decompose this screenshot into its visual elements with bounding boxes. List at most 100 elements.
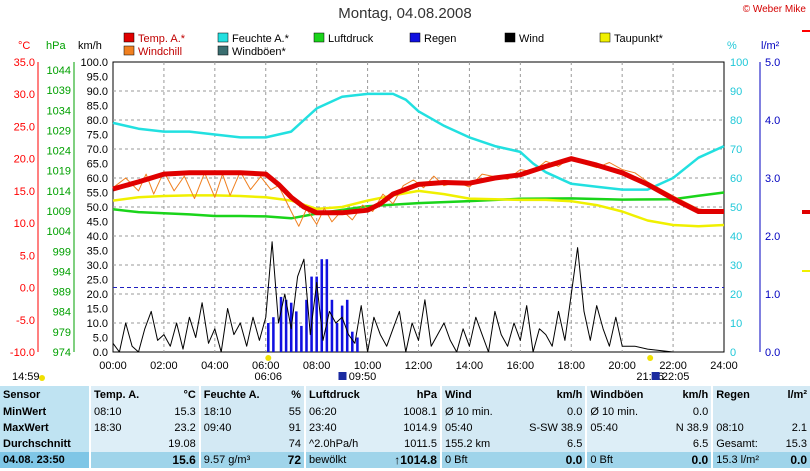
y-tick-pressure: 1039	[47, 85, 71, 97]
x-tick-label: 10:00	[354, 360, 382, 372]
legend-swatch-dewpoint	[599, 32, 611, 43]
rain-bar	[340, 305, 344, 352]
legend-swatch-rain	[409, 32, 421, 43]
y-tick-wind: 20.0	[87, 289, 108, 301]
legend-label-rain: Regen	[424, 33, 456, 45]
legend-label-dewpoint: Taupunkt*	[614, 33, 664, 45]
stats-cell	[585, 436, 663, 452]
weather-chart: Temp. A.* Feuchte A.* Luftdruck Regen Wind Ta…	[10, 30, 810, 383]
stats-cell: 08:10	[711, 420, 776, 436]
stats-cell: 23.2	[156, 420, 200, 436]
y-tick-wind: 55.0	[87, 188, 108, 200]
rain-bar	[335, 323, 339, 352]
rain-bar	[300, 325, 303, 352]
marker-sun-left	[39, 375, 45, 381]
rain-bar	[295, 311, 298, 352]
y-tick-rain: 5.0	[765, 57, 780, 69]
stats-cell: 0.0	[510, 452, 587, 468]
rain-bar	[310, 276, 313, 352]
stats-cell: 91	[279, 420, 306, 436]
y-tick-pressure: 989	[53, 287, 71, 299]
stats-header-pressure: Luftdruck	[304, 386, 379, 404]
stats-cell: 1008.1	[378, 404, 441, 420]
rain-bar	[315, 276, 318, 352]
legend-swatch-gust	[217, 45, 229, 56]
y-tick-wind: 60.0	[87, 173, 108, 185]
stats-cell: 0.0	[662, 452, 713, 468]
stats-cell: 1014.9	[378, 420, 441, 436]
y-tick-pressure: 1024	[47, 146, 71, 158]
stats-cell: 0 Bft	[439, 452, 511, 468]
y-tick-humidity: 90	[730, 86, 742, 98]
y-tick-rain: 1.0	[765, 289, 780, 301]
stats-cell: 05:40	[439, 420, 511, 436]
y-tick-wind: 85.0	[87, 101, 108, 113]
stats-cell: 0.0	[510, 404, 587, 420]
y-tick-temp: -10.0	[10, 347, 35, 359]
stats-cell: 9.57 g/m³	[198, 452, 280, 468]
y-tick-humidity: 60	[730, 173, 742, 185]
stats-cell: 18:30	[88, 420, 157, 436]
y-tick-humidity: 0	[730, 347, 736, 359]
x-tick-label: 00:00	[99, 360, 127, 372]
rain-bar	[267, 323, 270, 352]
rain-bar	[272, 317, 275, 352]
legend-swatch-pressure	[313, 32, 325, 43]
stats-cell: 15.3	[156, 404, 200, 420]
marker-sunset: 21:06	[636, 371, 664, 383]
stats-header-rain-unit: l/m²	[775, 386, 810, 404]
stats-cell: Ø 10 min.	[439, 404, 511, 420]
stats-cell: 15.3 l/m²	[711, 452, 776, 468]
y-tick-wind: 45.0	[87, 217, 108, 229]
stats-cell: 23:40	[304, 420, 379, 436]
stats-cell: 6.5	[662, 436, 713, 452]
stats-header-gust: Windböen	[585, 386, 663, 404]
stats-header-temp-unit: °C	[156, 386, 200, 404]
y-tick-pressure: 994	[53, 266, 71, 278]
axis-unit-temp: °C	[18, 40, 30, 52]
y-tick-humidity: 40	[730, 231, 742, 243]
y-tick-wind: 25.0	[87, 275, 108, 287]
stats-cell: 155.2 km	[439, 436, 511, 452]
stats-cell	[88, 452, 157, 468]
stats-cell: 1011.5	[378, 436, 441, 452]
y-tick-pressure: 999	[53, 246, 71, 258]
y-tick-rain: 3.0	[765, 173, 780, 185]
stats-cell: 19.08	[156, 436, 200, 452]
y-tick-temp: 30.0	[14, 89, 35, 101]
stats-header-wind-unit: km/h	[510, 386, 587, 404]
y-tick-humidity: 20	[730, 289, 742, 301]
y-tick-temp: 10.0	[14, 218, 35, 230]
y-tick-pressure: 1034	[47, 105, 71, 117]
stats-cell: N 38.9	[662, 420, 713, 436]
stats-cell: 15.3	[775, 436, 810, 452]
marker-sunrise-dot	[265, 355, 272, 361]
stats-cell: ^2.0hPa/h	[304, 436, 379, 452]
stats-header-pressure-unit: hPa	[378, 386, 441, 404]
legend-label-wind: Wind	[519, 33, 544, 45]
y-tick-temp: 25.0	[14, 121, 35, 133]
x-tick-label: 12:00	[405, 360, 433, 372]
y-tick-wind: 90.0	[87, 86, 108, 98]
series-line-wind	[112, 241, 724, 353]
rain-bar	[305, 299, 308, 352]
y-tick-pressure: 984	[53, 307, 71, 319]
stats-header-gust-unit: km/h	[662, 386, 713, 404]
rain-bar	[345, 299, 349, 352]
stats-cell	[775, 404, 810, 420]
y-tick-rain: 4.0	[765, 115, 780, 127]
legend-label-pressure: Luftdruck	[328, 33, 374, 45]
legend-swatch-wind	[504, 32, 516, 43]
axis-unit-pressure: hPa	[46, 40, 66, 52]
stats-table: Sensor Temp. A. °C Feuchte A. % Luftdruc…	[0, 386, 810, 471]
y-tick-rain: 2.0	[765, 231, 780, 243]
axis-unit-rain: l/m²	[761, 40, 780, 52]
y-tick-pressure: 1004	[47, 226, 71, 238]
marker-moonrise: 09:50	[349, 371, 377, 383]
x-tick-label: 04:00	[201, 360, 229, 372]
stats-cell	[198, 436, 280, 452]
series-line-dewpoint	[112, 189, 725, 228]
y-tick-humidity: 30	[730, 260, 742, 272]
x-tick-label: 18:00	[557, 360, 585, 372]
legend-label-humidity: Feuchte A.*	[232, 33, 290, 45]
